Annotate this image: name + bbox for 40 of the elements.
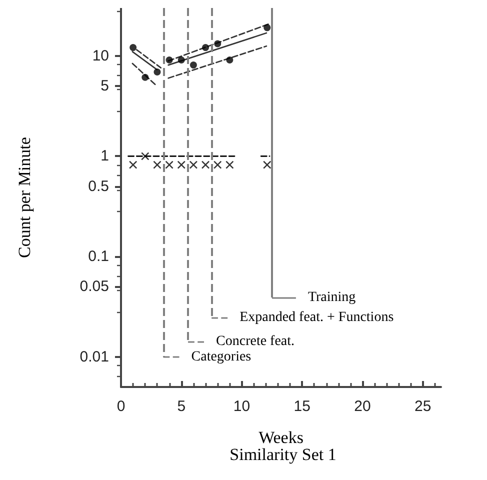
point: [201, 160, 210, 169]
point: [190, 62, 197, 69]
ref-line-label: Concrete feat.: [216, 334, 295, 350]
x-tick-label: 20: [354, 398, 371, 415]
y-axis-title: Count per Minute: [15, 137, 34, 258]
point: [202, 44, 210, 52]
text: Similarity Set 1: [230, 445, 336, 464]
point: [154, 68, 161, 76]
point: [262, 160, 272, 169]
point: [178, 56, 185, 64]
x-tick-label: 5: [177, 398, 186, 415]
point: [226, 56, 234, 64]
x-tick-label: 10: [233, 398, 250, 415]
point: [189, 160, 198, 169]
x-tick-label: 0: [116, 398, 126, 415]
y-tick-label: 1: [100, 148, 109, 165]
point: [165, 160, 174, 169]
x-axis-title: Weeks: [258, 428, 304, 447]
y-tick-label: 5: [100, 78, 109, 95]
y-tick-label: 0.5: [88, 178, 109, 195]
point: [226, 160, 234, 169]
point: [214, 40, 222, 48]
point: [153, 160, 162, 169]
point: [130, 44, 137, 52]
point: [213, 160, 222, 169]
y-tick-label: 0.1: [88, 248, 109, 265]
y-tick-label: 0.05: [80, 278, 109, 296]
point: [177, 160, 186, 169]
x-tick-label: 15: [294, 398, 310, 415]
y-tick-label: 0.01: [80, 348, 109, 366]
point: [128, 160, 138, 169]
x-tick-label: 25: [414, 398, 432, 415]
point: [141, 152, 150, 160]
point: [166, 56, 173, 64]
ref-line-label: Expanded feat. + Functions: [240, 310, 394, 326]
point: [142, 74, 149, 81]
point: [264, 24, 271, 32]
ref-line-label: Categories: [191, 350, 252, 365]
ref-line-label: Training: [308, 290, 356, 306]
y-tick-label: 10: [92, 47, 109, 64]
